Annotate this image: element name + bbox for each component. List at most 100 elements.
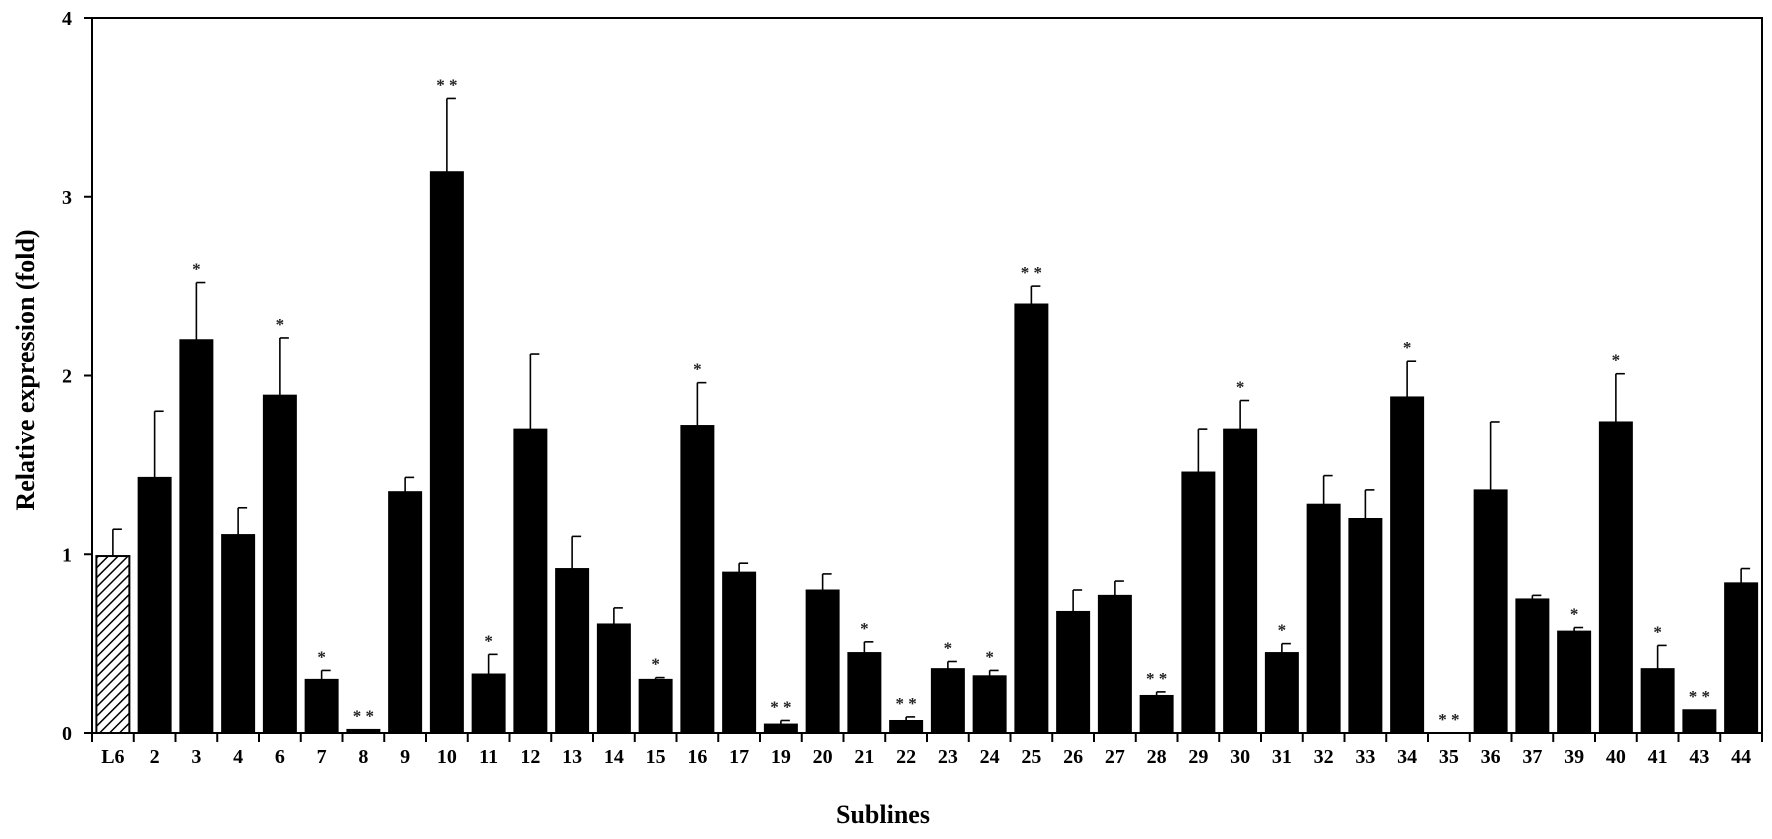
bar <box>722 571 757 734</box>
significance-mark: * <box>651 655 660 674</box>
x-tick-label: 34 <box>1397 746 1417 768</box>
x-tick-label: 15 <box>646 746 666 768</box>
bar <box>1682 709 1717 734</box>
bar <box>1056 610 1091 734</box>
x-tick-label: 37 <box>1522 746 1542 768</box>
bar <box>221 534 256 734</box>
y-tick-label: 3 <box>62 187 72 209</box>
y-axis-title: Relative expression (fold) <box>11 229 40 510</box>
x-tick-label: 33 <box>1355 746 1375 768</box>
bar <box>1014 303 1049 734</box>
bar <box>847 652 882 734</box>
bar <box>1724 582 1759 734</box>
x-tick-label: 9 <box>400 746 410 768</box>
significance-mark: * <box>484 631 493 650</box>
bar <box>763 723 798 734</box>
significance-mark: * <box>1236 378 1245 397</box>
significance-mark: * * <box>1438 710 1459 729</box>
y-tick-label: 0 <box>62 723 72 745</box>
x-tick-label: 3 <box>191 746 201 768</box>
bar <box>805 589 840 734</box>
significance-mark: * * <box>896 694 917 713</box>
x-tick-label: 12 <box>520 746 540 768</box>
x-tick-label: 17 <box>729 746 749 768</box>
x-tick-label: 23 <box>938 746 958 768</box>
significance-mark: * <box>1612 351 1621 370</box>
significance-mark: * <box>944 639 953 658</box>
y-tick-label: 4 <box>62 8 72 30</box>
x-tick-label: 32 <box>1314 746 1334 768</box>
bar-control <box>95 555 131 734</box>
bars-group: * * * * * * * * * * * * * * * * * * * * * * * * * * * * * * * <box>95 75 1759 734</box>
bar <box>1348 518 1383 734</box>
x-tick-label: 10 <box>437 746 457 768</box>
bar <box>1223 428 1258 734</box>
x-tick-label: 22 <box>896 746 916 768</box>
x-tick-label: 16 <box>687 746 707 768</box>
x-tick-label: 28 <box>1147 746 1167 768</box>
x-axis-title: Sublines <box>836 800 930 829</box>
significance-mark: * <box>1278 621 1287 640</box>
x-tick-label: 26 <box>1063 746 1083 768</box>
x-tick-label: 24 <box>980 746 1000 768</box>
x-tick-label: 39 <box>1564 746 1584 768</box>
plot-border <box>91 17 1763 734</box>
bar <box>346 728 381 734</box>
bar <box>1598 421 1633 734</box>
x-tick-label: 25 <box>1021 746 1041 768</box>
significance-mark: * * <box>1689 687 1710 706</box>
bar <box>638 678 673 734</box>
x-tick-label: 40 <box>1606 746 1626 768</box>
x-tick-label: 30 <box>1230 746 1250 768</box>
x-tick-label: 6 <box>275 746 285 768</box>
bar <box>1390 396 1425 734</box>
significance-mark: * * <box>770 697 791 716</box>
x-tick-label: 35 <box>1439 746 1459 768</box>
x-tick-label: 21 <box>854 746 874 768</box>
bar <box>388 491 423 734</box>
bar <box>179 339 214 734</box>
bar <box>1557 630 1592 734</box>
bar <box>1139 694 1174 734</box>
bar <box>429 171 464 734</box>
y-tick-label: 1 <box>62 544 72 566</box>
significance-mark: * * <box>1146 669 1167 688</box>
bar <box>1181 471 1216 734</box>
plot-frame <box>91 17 1763 734</box>
bar <box>1264 652 1299 734</box>
significance-mark: * * <box>353 706 374 725</box>
x-tick-label: 14 <box>604 746 624 768</box>
x-tick-label: 8 <box>358 746 368 768</box>
x-tick-label: 2 <box>150 746 160 768</box>
x-tick-label: 20 <box>813 746 833 768</box>
x-tick-label: 19 <box>771 746 791 768</box>
y-axis: 0 1 2 3 4 <box>62 8 92 745</box>
bar <box>1306 503 1341 734</box>
significance-mark: * <box>1653 622 1662 641</box>
x-tick-label: 36 <box>1481 746 1501 768</box>
x-tick-label: 41 <box>1648 746 1668 768</box>
significance-mark: * <box>693 360 702 379</box>
significance-mark: * <box>192 260 201 279</box>
significance-mark: * * <box>1021 263 1042 282</box>
bar <box>137 476 172 734</box>
bar <box>555 568 590 734</box>
significance-mark: * <box>276 315 285 334</box>
significance-mark: * <box>1570 605 1579 624</box>
bar <box>680 425 715 734</box>
x-tick-label: 11 <box>479 746 498 768</box>
x-tick-label: 31 <box>1272 746 1292 768</box>
x-tick-label: 29 <box>1188 746 1208 768</box>
bar <box>304 678 339 734</box>
significance-mark: * * <box>436 75 457 94</box>
y-tick-label: 2 <box>62 366 72 388</box>
bar <box>889 719 924 734</box>
significance-mark: * <box>860 619 869 638</box>
x-tick-label: 4 <box>233 746 243 768</box>
x-tick-label: 43 <box>1689 746 1709 768</box>
bar <box>972 675 1007 734</box>
bar <box>1473 489 1508 734</box>
bar <box>513 428 548 734</box>
bar <box>1515 598 1550 734</box>
